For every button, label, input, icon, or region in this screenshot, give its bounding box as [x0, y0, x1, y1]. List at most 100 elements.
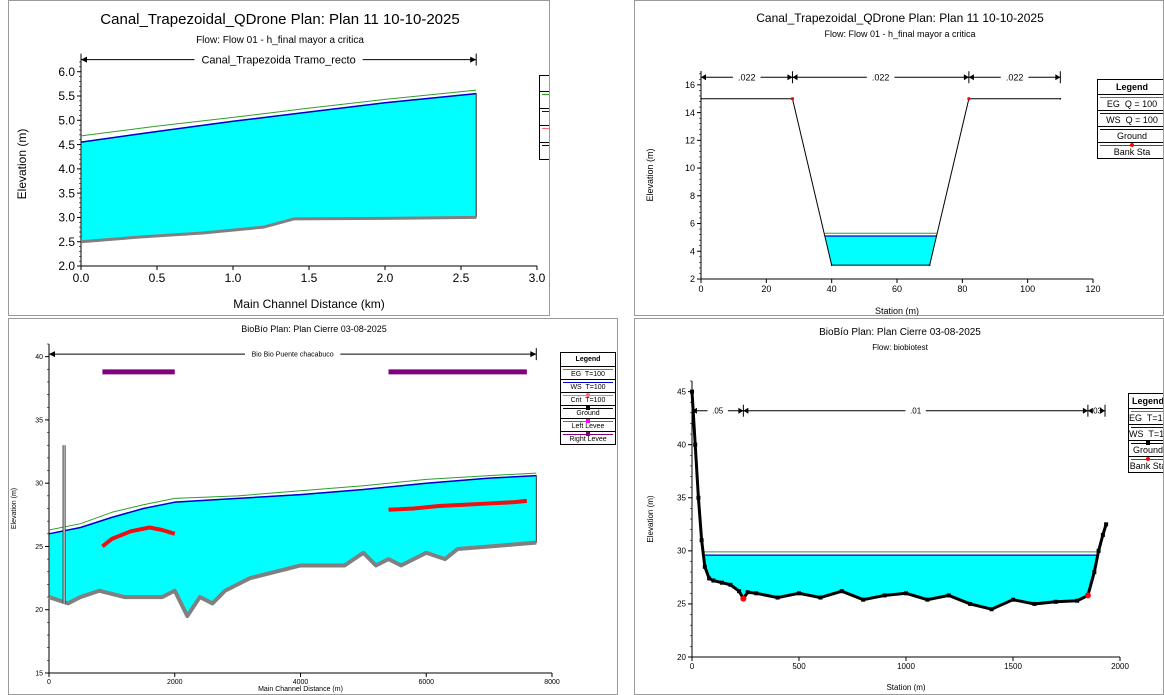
legend-label: EG Q = 100 [1106, 99, 1158, 109]
ground-point [728, 582, 733, 587]
legend-item: Ground [540, 143, 549, 159]
n-value-label: .022 [738, 72, 756, 82]
legend-title: Legend [561, 353, 615, 367]
ground-point [839, 589, 844, 594]
chart-subtitle: Flow: Flow 01 - h_final mayor a critica [196, 35, 364, 46]
ground-point [1011, 597, 1015, 602]
n-label-bg [1092, 405, 1101, 416]
chart-subtitle: Flow: biobiotest [872, 343, 928, 352]
n-value-label: .022 [872, 72, 890, 82]
legend-label: EG T=100 [571, 371, 605, 378]
y-tick-label: 12 [685, 135, 695, 145]
legend-title: Legend [540, 76, 549, 92]
x-tick-label: 1500 [1004, 662, 1022, 671]
water-fill [703, 555, 1098, 610]
x-tick-label: 0 [698, 284, 703, 294]
x-tick-label: 80 [957, 284, 967, 294]
legend: Legend EG T=100 WS T=100 Ground Bank Sta [1128, 393, 1164, 473]
legend-item: Ground [561, 406, 615, 419]
reach-arrow-left [81, 56, 87, 63]
x-tick-label: 6000 [418, 679, 434, 686]
chart-title: Canal_Trapezoidal_QDrone Plan: Plan 11 1… [100, 11, 459, 28]
y-tick-label: 6.0 [58, 65, 75, 79]
cross-section-plot-biobio: BioBío Plan: Plan Cierre 03-08-2025 Flow:… [634, 318, 1164, 695]
ground-point [1100, 532, 1105, 537]
y-tick-label: 10 [685, 163, 695, 173]
legend-item: Bank Sta [1098, 143, 1163, 158]
n-value-label: .01 [910, 407, 922, 416]
chart-title: Canal_Trapezoidal_QDrone Plan: Plan 11 1… [756, 11, 1044, 25]
legend-title: Legend [1129, 394, 1163, 409]
y-tick-label: 2.5 [58, 235, 75, 249]
legend-item: EG Q = 100 [1098, 95, 1163, 111]
ground-point [690, 389, 694, 394]
y-tick-label: 35 [677, 494, 686, 503]
legend-swatch [1100, 97, 1163, 98]
bank-station-point [1084, 592, 1091, 599]
y-tick-label: 30 [677, 547, 686, 556]
legend-item: EG T=100 [1129, 409, 1163, 425]
legend-label: Bank Sta [1113, 147, 1151, 157]
y-tick-label: 16 [685, 80, 695, 90]
x-tick-label: 2.5 [453, 271, 470, 285]
legend-title: Legend [1098, 80, 1163, 95]
legend-item: Ground [1129, 441, 1163, 457]
p1-svg: Canal_Trapezoidal_QDrone Plan: Plan 11 1… [15, 11, 546, 311]
ground-point [699, 538, 704, 543]
p3-svg: BioBío Plan: Plan Cierre 03-08-2025 0 2000… [11, 324, 560, 693]
legend-swatch [1100, 129, 1163, 130]
n-label-bg [1000, 71, 1029, 83]
y-tick-label: 5.5 [58, 89, 75, 103]
legend-item: WS T=100 [561, 380, 615, 393]
legend-label: Ground [1116, 131, 1148, 141]
ground-point [1032, 601, 1037, 606]
legend-marker [586, 419, 590, 423]
x-tick-label: 500 [792, 662, 806, 671]
legend: Legend EG T=100 WS T=100 Crit T=100 Ground Le… [560, 352, 616, 445]
n-value-label: .03 [1091, 407, 1103, 416]
n-arrow-right [1100, 407, 1106, 414]
n-label-bg [866, 71, 895, 83]
ground-point [696, 495, 701, 500]
n-arrow-left [743, 407, 749, 414]
n-arrow-right [1082, 407, 1088, 414]
profile-plot-biobio: BioBío Plan: Plan Cierre 03-08-2025 0 2000… [8, 318, 618, 695]
reach-label-bg [194, 51, 363, 67]
ground-point [737, 589, 742, 594]
ground-point [925, 597, 930, 602]
n-arrow-left [968, 74, 974, 81]
y-tick-label: 5.0 [58, 113, 75, 127]
legend-item: Crit T=100 [561, 393, 615, 406]
x-tick-label: 2000 [167, 679, 183, 686]
legend-item: Ground [1098, 127, 1163, 143]
reach-arrow-left [49, 351, 55, 358]
legend-label: Bank Sta [1129, 461, 1164, 471]
x-tick-label: 0 [47, 679, 51, 686]
y-axis-label: Elevation (m) [645, 148, 655, 201]
ground-point [1053, 599, 1058, 604]
x-tick-label: 1000 [897, 662, 915, 671]
y-tick-label: 15 [35, 670, 43, 677]
y-tick-label: 25 [35, 544, 43, 551]
legend-label: Ground [576, 410, 600, 417]
x-tick-label: 0.5 [149, 271, 166, 285]
legend-swatch [542, 145, 549, 146]
legend-item: EG Q = 100 [540, 92, 549, 109]
n-arrow-left [792, 74, 798, 81]
legend-label: Left Levee [571, 423, 605, 430]
legend-item: Right Levee [561, 432, 615, 444]
legend-label: WS T=100 [570, 384, 606, 391]
legend-swatch [1131, 411, 1163, 412]
legend-marker [586, 432, 590, 436]
n-arrow-left [692, 407, 697, 414]
n-label-bg [905, 405, 926, 416]
ground-point [754, 591, 759, 596]
y-tick-label: 40 [677, 440, 686, 449]
ground-point [775, 595, 780, 600]
reach-arrow-right [530, 351, 537, 358]
x-tick-label: 1.0 [225, 271, 242, 285]
x-tick-label: 40 [827, 284, 837, 294]
ground-point [904, 591, 908, 596]
legend-item: Bank Sta [1129, 457, 1164, 472]
n-label-bg [732, 71, 761, 83]
